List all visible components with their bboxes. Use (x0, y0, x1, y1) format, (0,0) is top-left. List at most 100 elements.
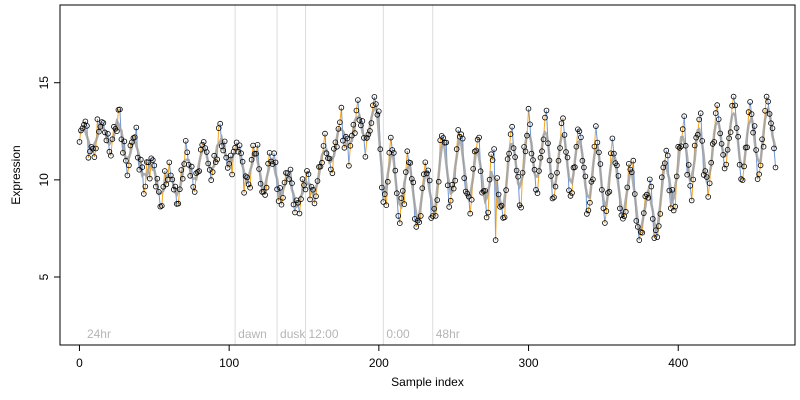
data-point (229, 171, 235, 178)
annotation-lines (234, 5, 434, 345)
data-point (549, 195, 556, 202)
data-point (287, 166, 294, 173)
data-point (723, 161, 729, 168)
data-segment (143, 186, 146, 195)
data-point (91, 154, 98, 160)
data-point (735, 133, 741, 140)
data-point (244, 174, 250, 181)
data-point (419, 185, 426, 192)
data-point (552, 183, 559, 190)
x-tick-label: 200 (369, 356, 389, 370)
data-point (389, 147, 396, 153)
data-point (464, 190, 471, 197)
data-point (657, 211, 664, 217)
data-point (85, 155, 92, 161)
data-point (697, 110, 704, 116)
data-point (507, 131, 514, 138)
data-point (715, 116, 722, 123)
data-point (79, 125, 86, 131)
data-point (151, 162, 158, 169)
data-point (465, 193, 472, 200)
data-point (591, 143, 598, 150)
data-point (765, 98, 771, 105)
data-point (214, 156, 221, 163)
data-point (242, 173, 249, 180)
data-point (714, 102, 720, 108)
data-segment (628, 163, 631, 170)
data-point (286, 176, 292, 182)
data-segment (150, 157, 154, 161)
data-point (498, 202, 505, 209)
data-point (254, 142, 261, 148)
data-point (590, 176, 596, 183)
data-segment (578, 131, 582, 138)
data-point (491, 146, 497, 152)
data-point (232, 144, 238, 151)
data-segment (406, 151, 410, 163)
data-point (501, 214, 508, 221)
y-tick-label: 5 (37, 273, 51, 280)
data-point (564, 154, 571, 161)
data-segment (95, 119, 98, 149)
data-point (673, 173, 680, 180)
data-point (537, 154, 544, 161)
data-point (154, 175, 161, 182)
data-point (390, 150, 397, 156)
data-point (630, 157, 637, 164)
data-point (340, 137, 346, 144)
data-point (407, 160, 414, 166)
data-point (395, 213, 402, 219)
data-point (573, 143, 580, 150)
data-point (147, 175, 153, 182)
data-point (126, 162, 132, 169)
data-point (512, 154, 518, 160)
data-point (694, 131, 701, 138)
data-point (399, 188, 406, 194)
data-segment (219, 123, 223, 147)
data-point (762, 108, 768, 114)
data-point (253, 150, 259, 157)
data-segment (141, 167, 145, 194)
data-segment (773, 148, 777, 168)
data-points (76, 93, 779, 243)
data-point (730, 93, 737, 100)
data-point (718, 141, 725, 147)
data-segment (126, 165, 130, 176)
data-point (539, 148, 545, 155)
data-point (416, 219, 423, 226)
data-point (642, 193, 649, 200)
data-point (120, 150, 126, 156)
data-point (625, 161, 632, 167)
data-point (422, 159, 429, 166)
data-point (627, 166, 634, 173)
data-point (364, 135, 370, 141)
data-point (681, 113, 687, 119)
data-segment (456, 129, 459, 150)
data-point (753, 147, 759, 153)
data-segment (306, 170, 309, 175)
annotation-label: 48hr (436, 327, 460, 341)
data-point (494, 175, 500, 181)
data-point (148, 155, 155, 162)
data-point (483, 214, 490, 221)
data-point (133, 124, 140, 131)
data-point (606, 188, 613, 195)
data-point (381, 191, 388, 197)
data-point (504, 156, 511, 162)
data-point (117, 106, 123, 113)
data-point (506, 150, 512, 157)
data-point (274, 186, 280, 193)
data-point (108, 152, 114, 159)
data-segment (593, 126, 597, 147)
data-point (383, 202, 390, 209)
data-point (114, 128, 120, 135)
data-point (561, 132, 568, 138)
data-point (94, 116, 101, 122)
data-point (482, 188, 488, 194)
data-point (636, 237, 643, 243)
data-point (205, 160, 212, 167)
data-segment (140, 159, 143, 168)
data-point (477, 168, 484, 175)
data-point (528, 150, 535, 157)
data-point (132, 134, 138, 141)
